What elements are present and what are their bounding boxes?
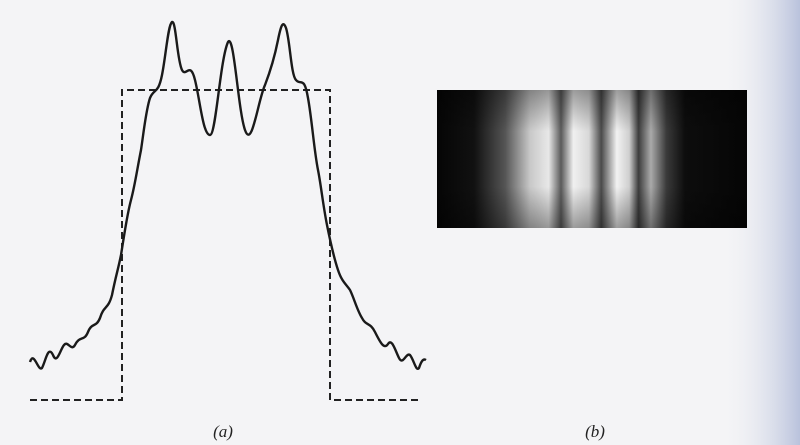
fringe-shading <box>437 90 747 228</box>
panel-label: (b) <box>585 422 605 441</box>
page: (a) (b) (() => { const data = JSON.parse… <box>0 0 800 445</box>
panel-label: (a) <box>213 422 233 441</box>
figure: (a) (b) <box>0 0 800 445</box>
